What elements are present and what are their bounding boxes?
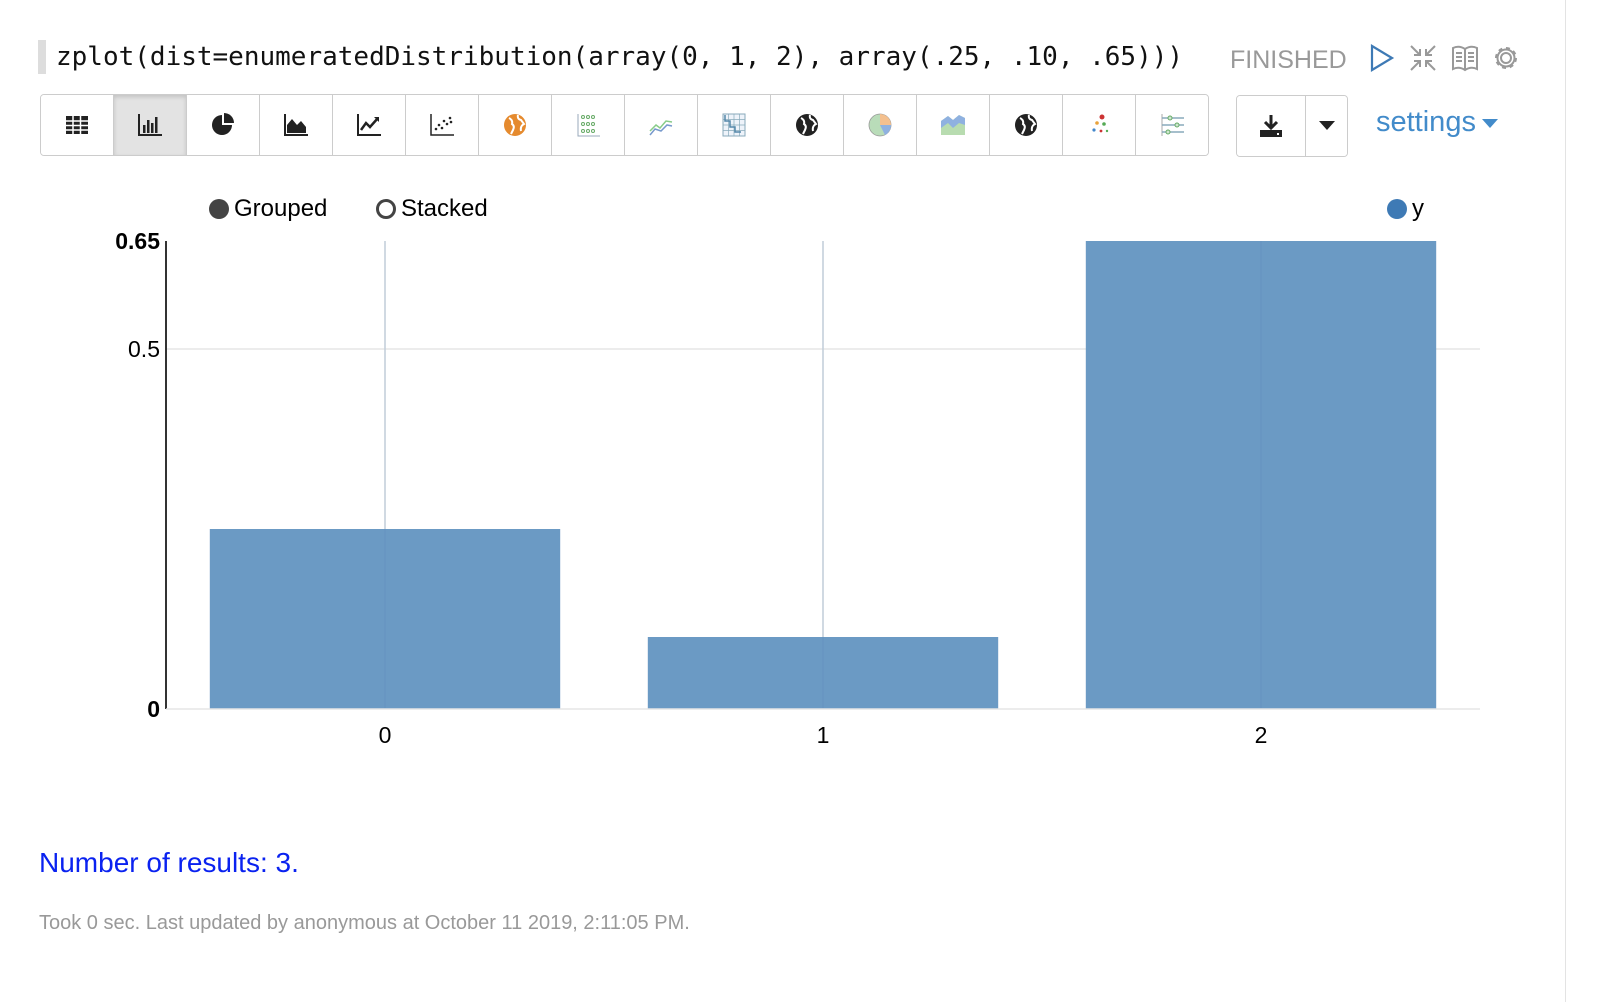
paragraph: zplot(dist=enumeratedDistribution(array(…: [38, 0, 1566, 1002]
download-group: [1236, 95, 1348, 157]
radio-filled-icon: [209, 199, 229, 219]
chart-type-map-orange-button[interactable]: [479, 95, 552, 155]
chart-type-slider-button[interactable]: [1136, 95, 1208, 155]
caret-down-icon: [1481, 118, 1498, 128]
code-editor[interactable]: zplot(dist=enumeratedDistribution(array(…: [38, 40, 1183, 74]
pie-color-icon: [868, 113, 892, 137]
grouped-label: Grouped: [234, 195, 328, 222]
status-label: FINISHED: [1230, 46, 1347, 74]
bar-chart-icon: [138, 114, 162, 136]
chart-type-table-button[interactable]: [41, 95, 114, 155]
chart-type-scatter-chart-button[interactable]: [406, 95, 479, 155]
stacked-label: Stacked: [401, 195, 488, 222]
chart-type-line-chart-button[interactable]: [333, 95, 406, 155]
gear-icon[interactable]: [1491, 42, 1521, 74]
chart-type-globe-button[interactable]: [771, 95, 844, 155]
y-tick-label: 0.5: [128, 336, 160, 362]
book-icon[interactable]: [1450, 42, 1480, 74]
settings-label: settings: [1376, 106, 1476, 138]
stacked-radio[interactable]: Stacked: [376, 195, 488, 223]
bubble-icon: [1092, 114, 1109, 133]
slider-icon: [1161, 114, 1184, 136]
download-icon: [1260, 115, 1282, 137]
multi-line-icon: [649, 120, 673, 136]
chart-type-area-chart-button[interactable]: [260, 95, 333, 155]
download-button[interactable]: [1237, 96, 1306, 156]
chart-type-globe-2-button[interactable]: [990, 95, 1063, 155]
pie-chart-icon: [212, 113, 234, 135]
bar-1: [647, 637, 999, 709]
bar-2: [1085, 241, 1437, 709]
scatter-chart-icon: [430, 114, 454, 136]
chart-type-heatmap-button[interactable]: [698, 95, 771, 155]
bar-0: [209, 529, 561, 709]
chart-type-stream-button[interactable]: [917, 95, 990, 155]
x-tick-label: 2: [1255, 722, 1268, 748]
chart-type-dot-matrix-button[interactable]: [552, 95, 625, 155]
heatmap-icon: [722, 113, 746, 137]
bar-chart: 0 0.5 0.65 0 1 2: [115, 228, 1480, 748]
globe-icon: [504, 114, 526, 136]
x-tick-label: 1: [817, 722, 830, 748]
result-count: Number of results: 3.: [39, 847, 299, 878]
chart-type-pie-color-button[interactable]: [844, 95, 917, 155]
settings-dropdown[interactable]: settings: [1376, 106, 1498, 139]
chart-type-toolbar: [40, 94, 1209, 156]
collapse-icon[interactable]: [1408, 42, 1438, 74]
legend-item-y[interactable]: y: [1387, 195, 1424, 223]
chart-type-bubble-button[interactable]: [1063, 95, 1136, 155]
caret-down-icon: [1318, 121, 1335, 130]
download-dropdown-button[interactable]: [1306, 96, 1347, 156]
grouped-radio[interactable]: Grouped: [209, 195, 327, 223]
stream-icon: [941, 115, 965, 135]
area-chart-icon: [284, 114, 308, 136]
legend-dot-icon: [1387, 199, 1407, 219]
y-tick-label: 0.65: [115, 228, 160, 254]
y-tick-label: 0: [147, 696, 160, 722]
last-updated: Took 0 sec. Last updated by anonymous at…: [39, 912, 690, 934]
chart-type-multi-line-button[interactable]: [625, 95, 698, 155]
x-tick-label: 0: [379, 722, 392, 748]
table-icon: [66, 116, 88, 134]
legend-label: y: [1412, 195, 1424, 222]
run-icon[interactable]: [1366, 42, 1396, 74]
radio-empty-icon: [376, 199, 396, 219]
dot-matrix-icon: [577, 114, 600, 137]
chart-type-bar-chart-button[interactable]: [114, 95, 187, 155]
chart-type-pie-chart-button[interactable]: [187, 95, 260, 155]
globe-icon: [1015, 114, 1037, 136]
line-chart-icon: [357, 114, 381, 136]
globe-icon: [796, 114, 818, 136]
